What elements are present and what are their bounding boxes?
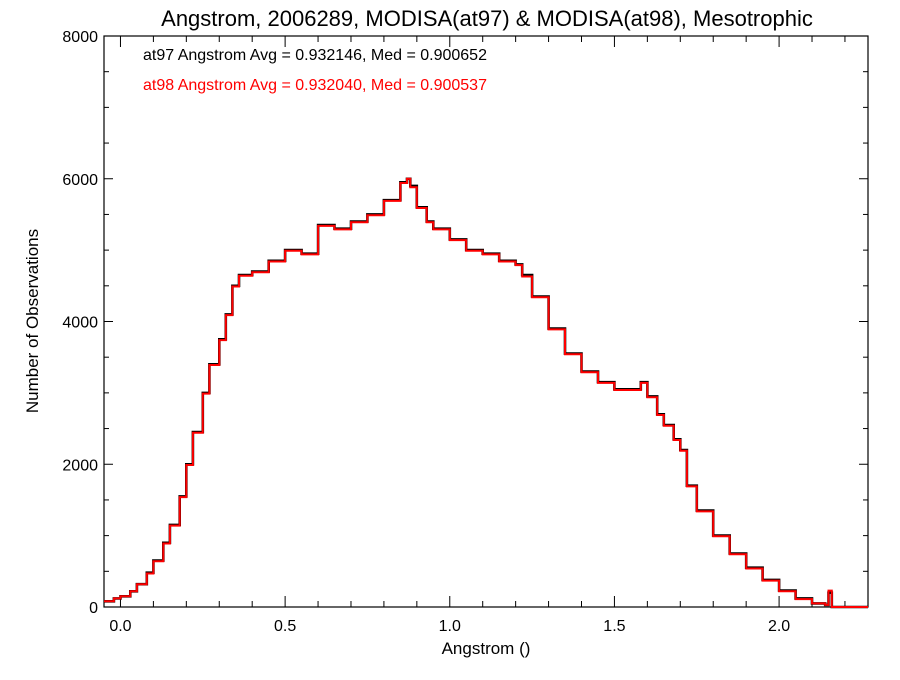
- x-axis-label: Angstrom (): [442, 639, 531, 658]
- annotation-at98: at98 Angstrom Avg = 0.932040, Med = 0.90…: [143, 77, 487, 94]
- series-layer: [104, 177, 868, 609]
- x-tick-label: 2.0: [768, 618, 790, 635]
- x-tick-label: 1.0: [439, 618, 461, 635]
- y-tick-label: 6000: [62, 172, 98, 189]
- y-axis-label: Number of Observations: [23, 229, 42, 413]
- y-tick-label: 2000: [62, 457, 98, 474]
- y-tick-label: 0: [89, 600, 98, 617]
- x-tick-label: 1.5: [603, 618, 625, 635]
- series-line-0: [104, 177, 868, 609]
- x-tick-label: 0.5: [274, 618, 296, 635]
- annotation-at97: at97 Angstrom Avg = 0.932146, Med = 0.90…: [143, 47, 487, 64]
- y-tick-label: 4000: [62, 315, 98, 332]
- x-axis: 0.0 0.5 1.0 1.5 2.0: [109, 36, 846, 635]
- x-tick-label: 0.0: [109, 618, 131, 635]
- series-line-1: [104, 177, 868, 608]
- y-tick-label: 8000: [62, 29, 98, 46]
- chart-title: Angstrom, 2006289, MODISA(at97) & MODISA…: [161, 6, 813, 31]
- plot-frame: [103, 35, 869, 608]
- y-axis: 0 2000 4000 6000 8000: [62, 29, 868, 617]
